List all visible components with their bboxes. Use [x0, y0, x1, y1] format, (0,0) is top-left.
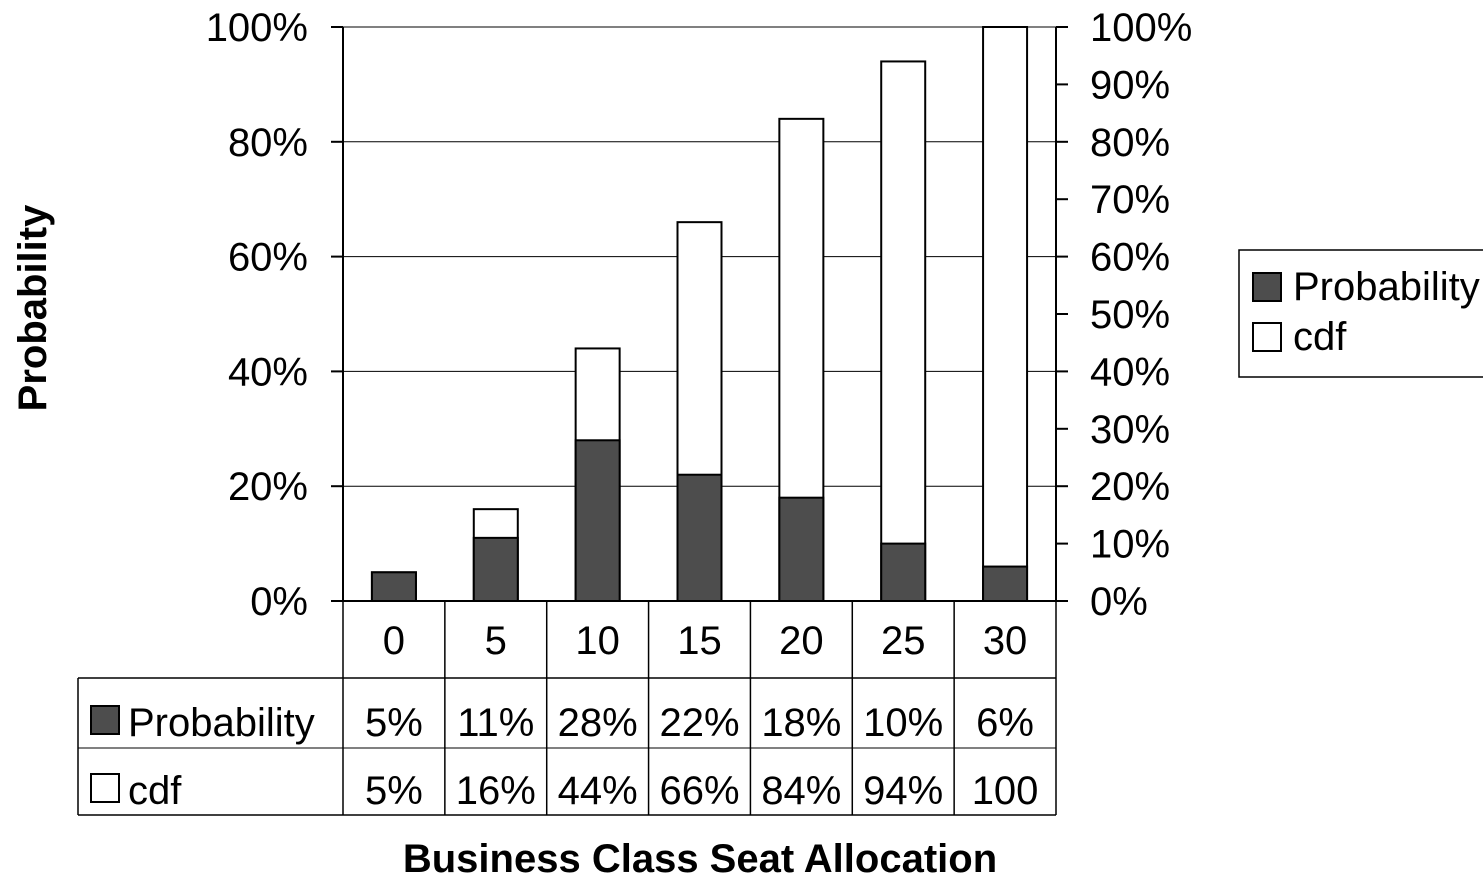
table-value: 11%	[457, 701, 534, 745]
category-label: 15	[677, 619, 722, 663]
bar-probability-10	[574, 439, 621, 602]
right-tick-label: 60%	[1090, 236, 1170, 280]
legend-label: Probability	[1293, 265, 1480, 309]
table-value: 6%	[976, 701, 1034, 745]
bar-cdf-30	[982, 26, 1029, 602]
right-tick-label: 30%	[1090, 408, 1170, 452]
bar-cdf-25	[880, 60, 927, 602]
table-value: 28%	[558, 701, 638, 745]
left-tick-label: 40%	[228, 350, 308, 394]
right-tick-label: 20%	[1090, 465, 1170, 509]
table-series-name: cdf	[128, 769, 182, 813]
table-value: 10%	[863, 701, 943, 745]
category-label: 20	[779, 619, 824, 663]
table-legend-swatch-cdf	[90, 773, 120, 803]
right-tick-label: 80%	[1090, 121, 1170, 165]
legend-swatch-Probability	[1252, 272, 1282, 302]
right-tick-label: 50%	[1090, 293, 1170, 337]
legend-swatch-cdf	[1252, 322, 1282, 352]
table-value: 44%	[558, 769, 638, 813]
right-tick-label: 90%	[1090, 63, 1170, 107]
right-tick-label: 70%	[1090, 178, 1170, 222]
category-label: 0	[383, 619, 405, 663]
bar-probability-20	[778, 496, 825, 602]
bar-probability-0	[370, 571, 417, 602]
bar-probability-30	[982, 565, 1029, 602]
category-label: 5	[485, 619, 507, 663]
bar-probability-25	[880, 542, 927, 602]
left-tick-label: 0%	[250, 580, 308, 624]
category-label: 30	[983, 619, 1028, 663]
right-tick-label: 0%	[1090, 580, 1148, 624]
table-value: 100	[972, 769, 1039, 813]
left-tick-label: 60%	[228, 236, 308, 280]
bar-probability-15	[676, 473, 723, 602]
table-value: 22%	[659, 701, 739, 745]
table-value: 5%	[365, 701, 423, 745]
table-series-name: Probability	[128, 701, 315, 745]
category-label: 25	[881, 619, 926, 663]
table-value: 84%	[761, 769, 841, 813]
legend: Probability cdf	[1238, 249, 1483, 378]
left-axis-ticks: 0% 20% 40% 60% 80% 100%	[206, 6, 343, 624]
legend-box	[1238, 249, 1483, 378]
bar-probability-5	[472, 536, 519, 602]
right-axis-ticks: 0% 10% 20% 30% 40% 50% 60% 70% 80% 90% 100%	[1056, 6, 1192, 624]
left-tick-label: 20%	[228, 465, 308, 509]
bars	[370, 26, 1029, 602]
legend-label: cdf	[1293, 315, 1347, 359]
table-value: 16%	[456, 769, 536, 813]
category-label: 10	[575, 619, 620, 663]
right-tick-label: 40%	[1090, 350, 1170, 394]
table-legend-swatch-Probability	[90, 705, 120, 735]
left-tick-label: 80%	[228, 121, 308, 165]
table-value: 94%	[863, 769, 943, 813]
table-value: 18%	[761, 701, 841, 745]
table-value: 66%	[659, 769, 739, 813]
x-axis-title: Business Class Seat Allocation	[403, 837, 997, 879]
left-tick-label: 100%	[206, 6, 308, 50]
data-table: 0 5 10 15 20 25 30 Probability 5% 11% 28% 22% 18% 10%…	[77, 601, 1057, 816]
table-value: 5%	[365, 769, 423, 813]
y-axis-title: Probability	[11, 204, 55, 411]
right-tick-label: 100%	[1090, 6, 1192, 50]
right-tick-label: 10%	[1090, 523, 1170, 567]
